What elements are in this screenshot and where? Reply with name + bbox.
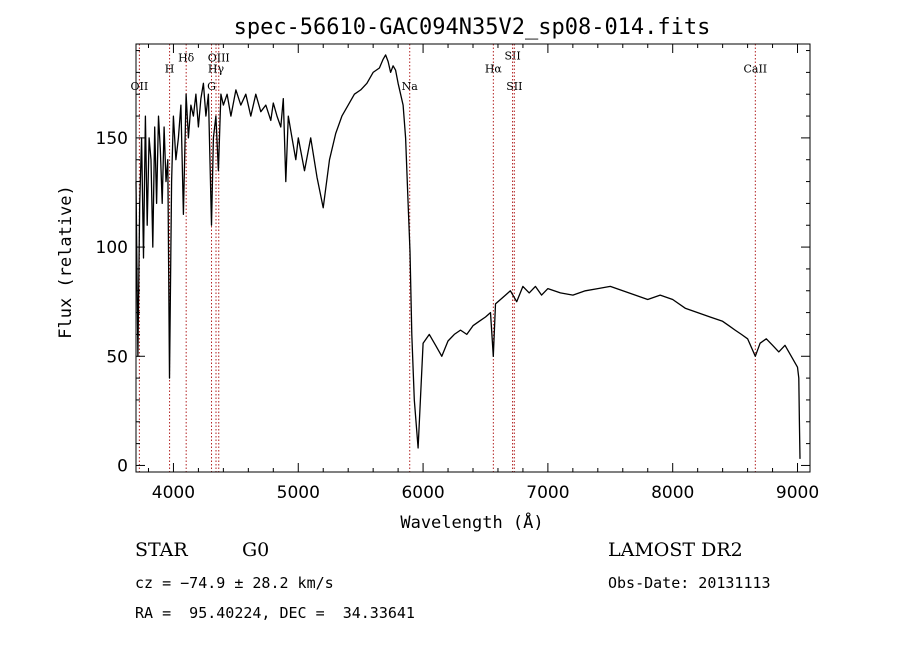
observation-date: Obs-Date: 20131113: [608, 574, 771, 592]
spectral-line-label: G: [207, 80, 216, 93]
object-type: STAR: [135, 539, 188, 561]
spectral-line-label: Na: [402, 80, 419, 93]
spectral-line-label: Hα: [485, 62, 503, 75]
spectral-line-label: Hδ: [178, 51, 195, 64]
x-tick-label: 5000: [277, 483, 320, 503]
chart-title: spec-56610-GAC094N35V2_sp08-014.fits: [234, 15, 711, 40]
y-tick-label: 50: [106, 347, 128, 367]
redshift-velocity: cz = −74.9 ± 28.2 km/s: [135, 574, 334, 592]
x-tick-label: 6000: [401, 483, 444, 503]
spectral-line-label: CaII: [743, 62, 767, 75]
spectral-line-label: Hγ: [208, 62, 225, 75]
y-tick-label: 0: [117, 456, 128, 476]
x-tick-label: 4000: [152, 483, 195, 503]
survey-name: LAMOST DR2: [608, 539, 743, 561]
coordinates: RA = 95.40224, DEC = 34.33641: [135, 604, 415, 622]
x-tick-label: 7000: [526, 483, 569, 503]
spectral-line-label: H: [165, 62, 175, 75]
spectral-subclass: G0: [242, 539, 270, 561]
spectral-line-label: OIII: [208, 51, 230, 64]
spectrum-series-layer: [135, 54, 801, 459]
y-axis-ticks: 0 50 100 150: [96, 50, 810, 476]
y-tick-label: 100: [96, 238, 128, 258]
spectral-line-label: OII: [131, 80, 149, 93]
y-axis-label: Flux (relative): [56, 185, 76, 339]
spectral-line-label: SII: [506, 80, 522, 93]
plot-frame: [135, 43, 811, 473]
y-tick-label: 150: [96, 129, 128, 149]
spectrum-line: [135, 54, 801, 459]
x-tick-label: 8000: [651, 483, 694, 503]
x-axis-ticks: 4000 5000 6000 7000 8000 9000: [147, 44, 819, 503]
x-tick-label: 9000: [776, 483, 819, 503]
x-axis-label: Wavelength (Å): [400, 511, 543, 533]
spectral-line-label: SII: [504, 49, 520, 62]
